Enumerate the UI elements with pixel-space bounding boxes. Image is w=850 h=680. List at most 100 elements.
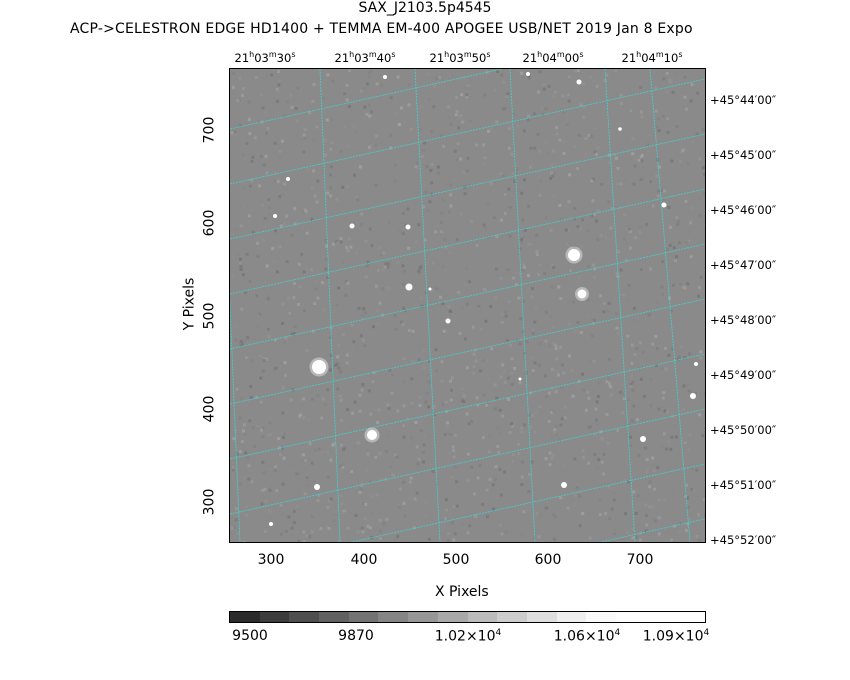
noise-pixel bbox=[261, 435, 265, 439]
noise-pixel bbox=[605, 412, 609, 416]
noise-pixel bbox=[615, 249, 619, 253]
star bbox=[445, 318, 451, 324]
noise-pixel bbox=[396, 75, 400, 79]
noise-pixel bbox=[273, 172, 277, 176]
noise-pixel bbox=[384, 450, 388, 453]
noise-pixel bbox=[313, 448, 317, 452]
noise-pixel bbox=[230, 126, 234, 130]
noise-pixel bbox=[396, 535, 400, 539]
noise-pixel bbox=[410, 537, 414, 541]
noise-pixel bbox=[531, 287, 534, 291]
noise-pixel bbox=[518, 381, 522, 385]
noise-pixel bbox=[352, 125, 356, 129]
noise-pixel bbox=[670, 159, 674, 163]
noise-pixel bbox=[701, 166, 705, 170]
noise-pixel bbox=[485, 403, 489, 407]
noise-pixel bbox=[667, 440, 671, 444]
noise-pixel bbox=[326, 73, 330, 77]
noise-pixel bbox=[463, 192, 467, 196]
noise-pixel bbox=[592, 432, 596, 436]
noise-pixel bbox=[651, 316, 655, 319]
dec-grid-line bbox=[350, 463, 705, 542]
noise-pixel bbox=[356, 198, 360, 202]
image-title: SAX_J2103.5p4545 bbox=[358, 0, 492, 16]
noise-pixel bbox=[592, 318, 596, 322]
noise-pixel bbox=[312, 138, 316, 142]
noise-pixel bbox=[440, 229, 444, 233]
noise-pixel bbox=[655, 174, 659, 178]
noise-pixel bbox=[549, 314, 553, 318]
noise-pixel bbox=[262, 471, 266, 475]
noise-pixel bbox=[629, 435, 633, 439]
noise-pixel bbox=[417, 272, 421, 276]
noise-pixel bbox=[416, 462, 420, 466]
noise-pixel bbox=[511, 276, 515, 280]
noise-pixel bbox=[505, 95, 508, 99]
noise-pixel bbox=[366, 524, 370, 528]
noise-pixel bbox=[687, 239, 691, 243]
noise-pixel bbox=[290, 431, 294, 435]
noise-pixel bbox=[342, 509, 346, 513]
noise-pixel bbox=[480, 181, 484, 185]
noise-pixel bbox=[252, 444, 256, 448]
sky-image[interactable] bbox=[229, 68, 706, 543]
ra-label: 21h03m30s bbox=[234, 50, 296, 65]
noise-pixel bbox=[636, 494, 640, 497]
noise-pixel bbox=[448, 251, 452, 255]
noise-pixel bbox=[281, 385, 285, 389]
noise-pixel bbox=[398, 506, 402, 509]
noise-pixel bbox=[521, 218, 525, 222]
noise-pixel bbox=[529, 146, 533, 150]
noise-pixel bbox=[658, 119, 662, 123]
colorbar-level bbox=[408, 612, 438, 622]
noise-pixel bbox=[275, 489, 279, 493]
noise-pixel bbox=[305, 348, 309, 352]
noise-pixel bbox=[691, 141, 695, 145]
noise-pixel bbox=[522, 129, 526, 133]
noise-pixel bbox=[492, 216, 496, 220]
noise-pixel bbox=[629, 109, 633, 113]
noise-pixel bbox=[672, 524, 676, 528]
noise-pixel bbox=[391, 228, 394, 232]
noise-pixel bbox=[483, 162, 487, 166]
dec-label: +45°51′00″ bbox=[710, 478, 777, 492]
noise-pixel bbox=[631, 536, 635, 540]
star bbox=[618, 127, 622, 131]
noise-pixel bbox=[489, 305, 493, 308]
noise-pixel bbox=[378, 301, 382, 305]
noise-pixel bbox=[374, 134, 378, 138]
noise-pixel bbox=[552, 512, 556, 516]
noise-pixel bbox=[657, 532, 661, 536]
noise-pixel bbox=[316, 179, 320, 183]
noise-pixel bbox=[245, 505, 249, 508]
noise-pixel bbox=[303, 128, 307, 132]
noise-pixel bbox=[256, 241, 260, 245]
star bbox=[561, 482, 567, 488]
ra-grid-line bbox=[509, 69, 536, 542]
noise-pixel bbox=[239, 267, 243, 271]
noise-pixel bbox=[334, 363, 338, 367]
noise-pixel bbox=[260, 473, 264, 477]
noise-pixel bbox=[455, 109, 459, 113]
noise-pixel bbox=[637, 159, 641, 162]
noise-pixel bbox=[487, 450, 491, 454]
noise-pixel bbox=[579, 490, 583, 494]
noise-pixel bbox=[259, 376, 263, 380]
noise-pixel bbox=[501, 174, 505, 178]
noise-pixel bbox=[452, 449, 455, 453]
noise-pixel bbox=[657, 117, 661, 121]
ra-label: 21h03m50s bbox=[429, 50, 491, 65]
noise-pixel bbox=[698, 157, 702, 161]
noise-pixel bbox=[313, 302, 317, 306]
noise-pixel bbox=[698, 214, 702, 217]
noise-pixel bbox=[526, 337, 530, 341]
noise-pixel bbox=[452, 455, 456, 459]
noise-pixel bbox=[654, 109, 658, 113]
noise-pixel bbox=[460, 93, 464, 97]
noise-pixel bbox=[511, 172, 515, 176]
noise-pixel bbox=[680, 345, 684, 349]
noise-pixel bbox=[523, 228, 527, 232]
noise-pixel bbox=[413, 302, 417, 306]
noise-pixel bbox=[656, 194, 660, 198]
noise-pixel bbox=[542, 83, 546, 87]
